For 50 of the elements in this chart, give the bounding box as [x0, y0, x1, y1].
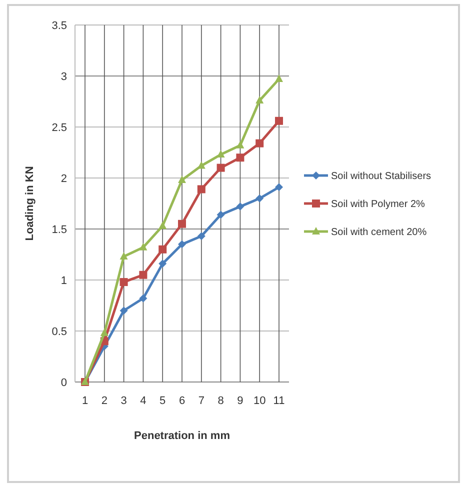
- x-tick-label: 4: [140, 395, 146, 407]
- point: [178, 220, 186, 228]
- x-tick-label: 6: [178, 395, 186, 407]
- point: [158, 221, 167, 229]
- point: [158, 260, 167, 268]
- y-tick-label: 1.5: [52, 224, 67, 236]
- x-tick-label: 11: [273, 395, 285, 407]
- legend-label: Soil with cement 20%: [331, 227, 427, 238]
- y-tick-label: 2: [60, 172, 67, 185]
- point: [216, 210, 225, 219]
- point: [236, 202, 244, 211]
- y-tick-label: 0.5: [52, 326, 67, 338]
- y-tick-label: 3.5: [52, 20, 67, 32]
- x-tick-label: 3: [120, 395, 127, 407]
- point: [256, 96, 264, 104]
- x-tick-label: 5: [160, 395, 166, 407]
- point: [178, 176, 186, 184]
- x-tick-label: 2: [101, 395, 108, 407]
- point: [100, 328, 108, 336]
- point: [178, 240, 186, 248]
- x-tick-label: 8: [218, 395, 224, 407]
- x-axis-title: Penetration in mm: [134, 430, 230, 442]
- point: [139, 242, 148, 250]
- point: [197, 185, 206, 194]
- point: [197, 232, 206, 240]
- point: [158, 245, 167, 254]
- legend-label: Soil without Stabilisers: [331, 171, 432, 182]
- point: [256, 194, 264, 202]
- point: [139, 294, 148, 302]
- x-tick-label: 9: [237, 395, 244, 407]
- point: [120, 306, 128, 315]
- y-tick-label: 1: [60, 274, 67, 287]
- point: [275, 116, 283, 125]
- point: [120, 252, 128, 260]
- legend-label: Soil with Polymer 2%: [331, 199, 426, 210]
- point: [275, 74, 283, 82]
- y-tick-label: 3: [60, 70, 67, 83]
- point: [236, 140, 244, 148]
- y-axis-title: Loading in KN: [24, 166, 36, 241]
- point: [236, 154, 244, 162]
- x-tick-label: 1: [82, 395, 88, 407]
- point: [139, 270, 148, 279]
- x-tick-label: 7: [198, 395, 204, 407]
- point: [275, 183, 283, 192]
- y-tick-label: 2.5: [52, 122, 67, 134]
- x-tick-label: 10: [253, 395, 266, 407]
- point: [120, 278, 128, 286]
- point: [216, 164, 225, 172]
- point: [256, 139, 264, 148]
- y-tick-label: 0: [60, 376, 67, 389]
